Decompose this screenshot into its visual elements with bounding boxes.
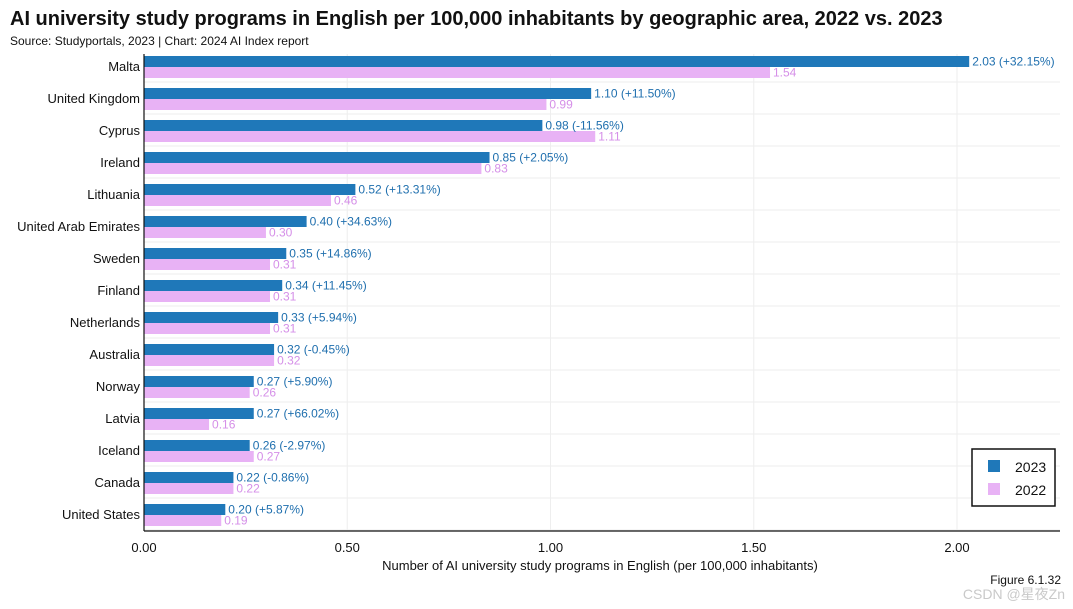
bar-2023 [144, 504, 226, 515]
x-ticks: 0.00 0.50 1.00 1.50 2.00 [131, 540, 969, 555]
legend-label-2023: 2023 [1015, 459, 1046, 475]
value-label-2023: 1.10 (+11.50%) [594, 87, 676, 101]
bar-2023 [144, 216, 307, 227]
value-label-2022: 0.27 [257, 450, 281, 464]
legend-box [971, 448, 1056, 507]
bar-2023 [144, 472, 234, 483]
x-axis-label: Number of AI university study programs i… [382, 558, 818, 573]
bar-2022 [144, 163, 482, 174]
bar-2022 [144, 227, 266, 238]
value-label-2022: 0.26 [253, 386, 277, 400]
value-label-2022: 0.83 [484, 162, 508, 176]
bar-2022 [144, 355, 275, 366]
value-label-2023: 0.32 (-0.45%) [277, 343, 350, 357]
value-label-2023: 0.33 (+5.94%) [281, 311, 357, 325]
value-label-2022: 0.46 [334, 194, 358, 208]
bar-2022 [144, 195, 331, 206]
value-label-2023: 0.35 (+14.86%) [289, 247, 371, 261]
bar-2022 [144, 483, 234, 494]
x-tick-label: 1.50 [741, 540, 766, 555]
x-tick-label: 2.00 [944, 540, 969, 555]
bar-2022 [144, 131, 596, 142]
bar-2023 [144, 88, 592, 99]
labels-layer: Malta 2.03 (+32.15%) 1.54 United Kingdom 1.1… [17, 55, 1054, 528]
legend: 2023 2022 [971, 448, 1056, 507]
bar-2022 [144, 323, 271, 334]
value-label-2022: 0.32 [277, 354, 301, 368]
legend-label-2022: 2022 [1015, 482, 1046, 498]
bar-2023 [144, 120, 543, 131]
category-label: United Arab Emirates [17, 219, 140, 234]
category-label: Malta [108, 59, 141, 74]
bar-2022 [144, 451, 254, 462]
bar-2023 [144, 344, 275, 355]
x-tick-label: 0.00 [131, 540, 156, 555]
value-label-2022: 0.19 [224, 514, 248, 528]
category-label: Cyprus [99, 123, 141, 138]
bar-2022 [144, 419, 210, 430]
bar-2023 [144, 376, 254, 387]
bar-2023 [144, 280, 283, 291]
category-label: Iceland [98, 443, 140, 458]
value-label-2023: 0.40 (+34.63%) [310, 215, 392, 229]
value-label-2023: 0.34 (+11.45%) [285, 279, 367, 293]
value-label-2023: 0.27 (+5.90%) [257, 375, 333, 389]
value-label-2023: 0.27 (+66.02%) [257, 407, 339, 421]
category-label: United States [62, 507, 141, 522]
bar-2022 [144, 291, 271, 302]
category-label: Finland [97, 283, 140, 298]
category-label: United Kingdom [48, 91, 141, 106]
category-label: Latvia [105, 411, 140, 426]
value-label-2022: 0.16 [212, 418, 236, 432]
chart-title: AI university study programs in English … [10, 8, 943, 30]
category-label: Australia [89, 347, 140, 362]
category-label: Norway [96, 379, 141, 394]
legend-swatch-2022 [988, 483, 1000, 495]
value-label-2023: 0.85 (+2.05%) [493, 151, 569, 165]
bar-2022 [144, 387, 250, 398]
x-tick-label: 0.50 [335, 540, 360, 555]
category-label: Lithuania [87, 187, 141, 202]
value-label-2023: 0.22 (-0.86%) [236, 471, 309, 485]
bar-2023 [144, 408, 254, 419]
value-label-2022: 0.31 [273, 322, 297, 336]
bar-2023 [144, 440, 250, 451]
value-label-2023: 0.98 (-11.56%) [545, 119, 624, 133]
bar-2023 [144, 56, 970, 67]
value-label-2022: 1.54 [773, 66, 797, 80]
value-label-2022: 0.30 [269, 226, 293, 240]
value-label-2023: 2.03 (+32.15%) [972, 55, 1054, 69]
value-label-2022: 0.22 [236, 482, 260, 496]
bar-2022 [144, 99, 547, 110]
value-label-2022: 0.31 [273, 290, 297, 304]
category-label: Canada [94, 475, 140, 490]
bar-2023 [144, 152, 490, 163]
bar-2023 [144, 184, 356, 195]
bar-2022 [144, 67, 771, 78]
bar-2023 [144, 248, 287, 259]
watermark: CSDN @星夜Zn [962, 586, 1065, 602]
value-label-2023: 0.20 (+5.87%) [228, 503, 304, 517]
bar-2022 [144, 259, 271, 270]
bar-2023 [144, 312, 279, 323]
figure-label: Figure 6.1.32 [990, 573, 1061, 587]
grid-layer [144, 54, 1060, 531]
bar-2022 [144, 515, 222, 526]
category-label: Netherlands [70, 315, 141, 330]
value-label-2022: 0.99 [549, 98, 573, 112]
value-label-2023: 0.26 (-2.97%) [253, 439, 326, 453]
value-label-2022: 0.31 [273, 258, 297, 272]
x-tick-label: 1.00 [538, 540, 563, 555]
chart-subtitle: Source: Studyportals, 2023 | Chart: 2024… [10, 34, 309, 48]
value-label-2023: 0.52 (+13.31%) [358, 183, 440, 197]
category-label: Ireland [100, 155, 140, 170]
legend-swatch-2023 [988, 460, 1000, 472]
value-label-2022: 1.11 [598, 130, 621, 144]
category-label: Sweden [93, 251, 140, 266]
bars-layer [144, 56, 970, 526]
